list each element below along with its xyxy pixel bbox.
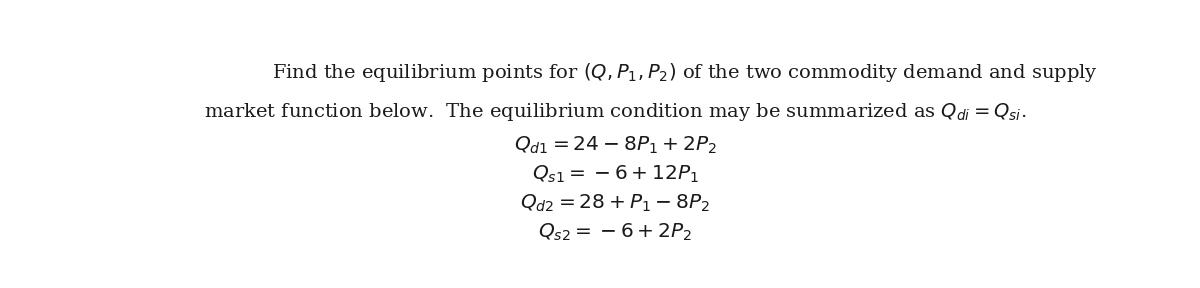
Text: $Q_{s2} = -6 + 2P_2$: $Q_{s2} = -6 + 2P_2$ (538, 221, 692, 242)
Text: $Q_{d1} = 24 - 8P_1 + 2P_2$: $Q_{d1} = 24 - 8P_1 + 2P_2$ (514, 135, 716, 156)
Text: $Q_{s1} = -6 + 12P_1$: $Q_{s1} = -6 + 12P_1$ (532, 164, 698, 185)
Text: market function below.  The equilibrium condition may be summarized as $Q_{di} =: market function below. The equilibrium c… (204, 101, 1026, 123)
Text: Find the equilibrium points for $(Q, P_1, P_2)$ of the two commodity demand and : Find the equilibrium points for $(Q, P_1… (272, 61, 1098, 84)
Text: $Q_{d2} = 28 + P_1 - 8P_2$: $Q_{d2} = 28 + P_1 - 8P_2$ (520, 192, 710, 214)
